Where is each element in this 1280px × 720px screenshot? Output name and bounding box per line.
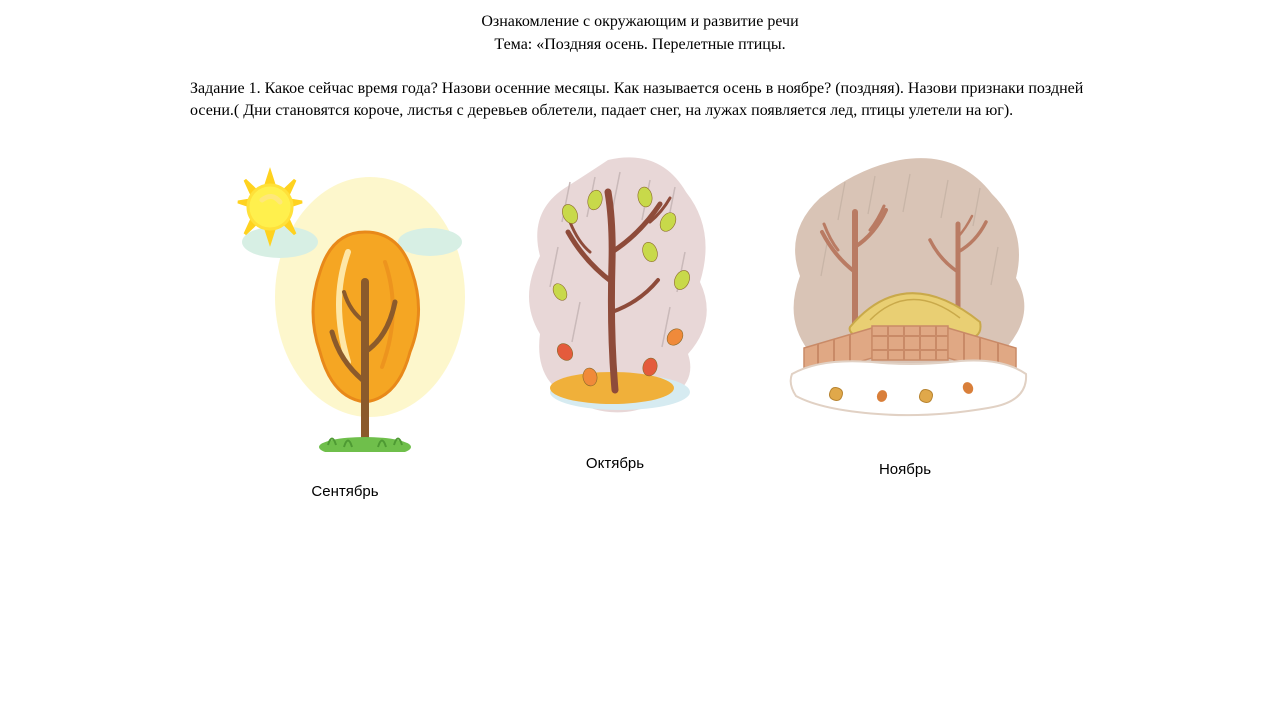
october-illustration	[500, 152, 730, 432]
task-text: Задание 1. Какое сейчас время года? Назо…	[190, 78, 1090, 121]
card-october: Октябрь	[500, 152, 730, 474]
label-september: Сентябрь	[311, 482, 378, 502]
page-heading: Ознакомление с окружающим и развитие реч…	[190, 10, 1090, 56]
month-cards: Сентябрь	[190, 152, 1090, 502]
november-illustration	[760, 152, 1050, 422]
september-illustration	[220, 152, 470, 452]
card-november: Ноябрь	[760, 152, 1050, 480]
heading-line2: Тема: «Поздняя осень. Перелетные птицы.	[190, 33, 1090, 56]
label-october: Октябрь	[586, 454, 644, 474]
card-september: Сентябрь	[220, 152, 470, 502]
heading-line1: Ознакомление с окружающим и развитие реч…	[190, 10, 1090, 33]
label-november: Ноябрь	[879, 460, 931, 480]
